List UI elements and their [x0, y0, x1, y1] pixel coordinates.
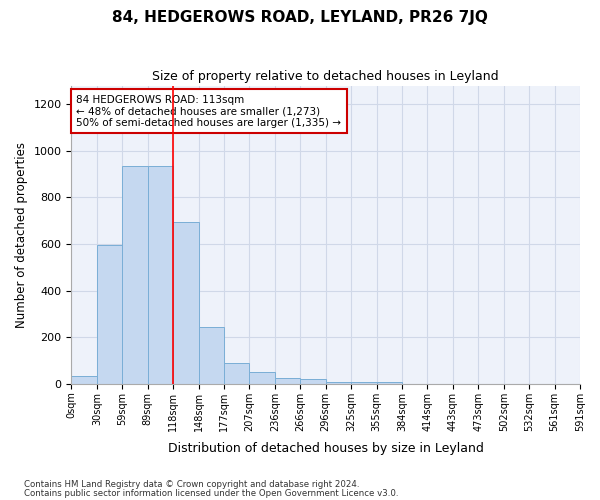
- Text: Contains public sector information licensed under the Open Government Licence v3: Contains public sector information licen…: [24, 489, 398, 498]
- Bar: [97, 245, 122, 384]
- Bar: [148, 166, 173, 384]
- Bar: [173, 222, 199, 384]
- Bar: [71, 376, 97, 384]
- Bar: [122, 166, 148, 384]
- Bar: [199, 327, 224, 384]
- Title: Size of property relative to detached houses in Leyland: Size of property relative to detached ho…: [152, 70, 499, 83]
- Bar: [326, 382, 351, 384]
- Text: 84, HEDGEROWS ROAD, LEYLAND, PR26 7JQ: 84, HEDGEROWS ROAD, LEYLAND, PR26 7JQ: [112, 10, 488, 25]
- Bar: [377, 382, 402, 384]
- X-axis label: Distribution of detached houses by size in Leyland: Distribution of detached houses by size …: [168, 442, 484, 455]
- Bar: [351, 382, 377, 384]
- Text: 84 HEDGEROWS ROAD: 113sqm
← 48% of detached houses are smaller (1,273)
50% of se: 84 HEDGEROWS ROAD: 113sqm ← 48% of detac…: [76, 94, 341, 128]
- Bar: [275, 378, 300, 384]
- Y-axis label: Number of detached properties: Number of detached properties: [15, 142, 28, 328]
- Bar: [300, 379, 326, 384]
- Bar: [224, 363, 250, 384]
- Text: Contains HM Land Registry data © Crown copyright and database right 2024.: Contains HM Land Registry data © Crown c…: [24, 480, 359, 489]
- Bar: [250, 372, 275, 384]
